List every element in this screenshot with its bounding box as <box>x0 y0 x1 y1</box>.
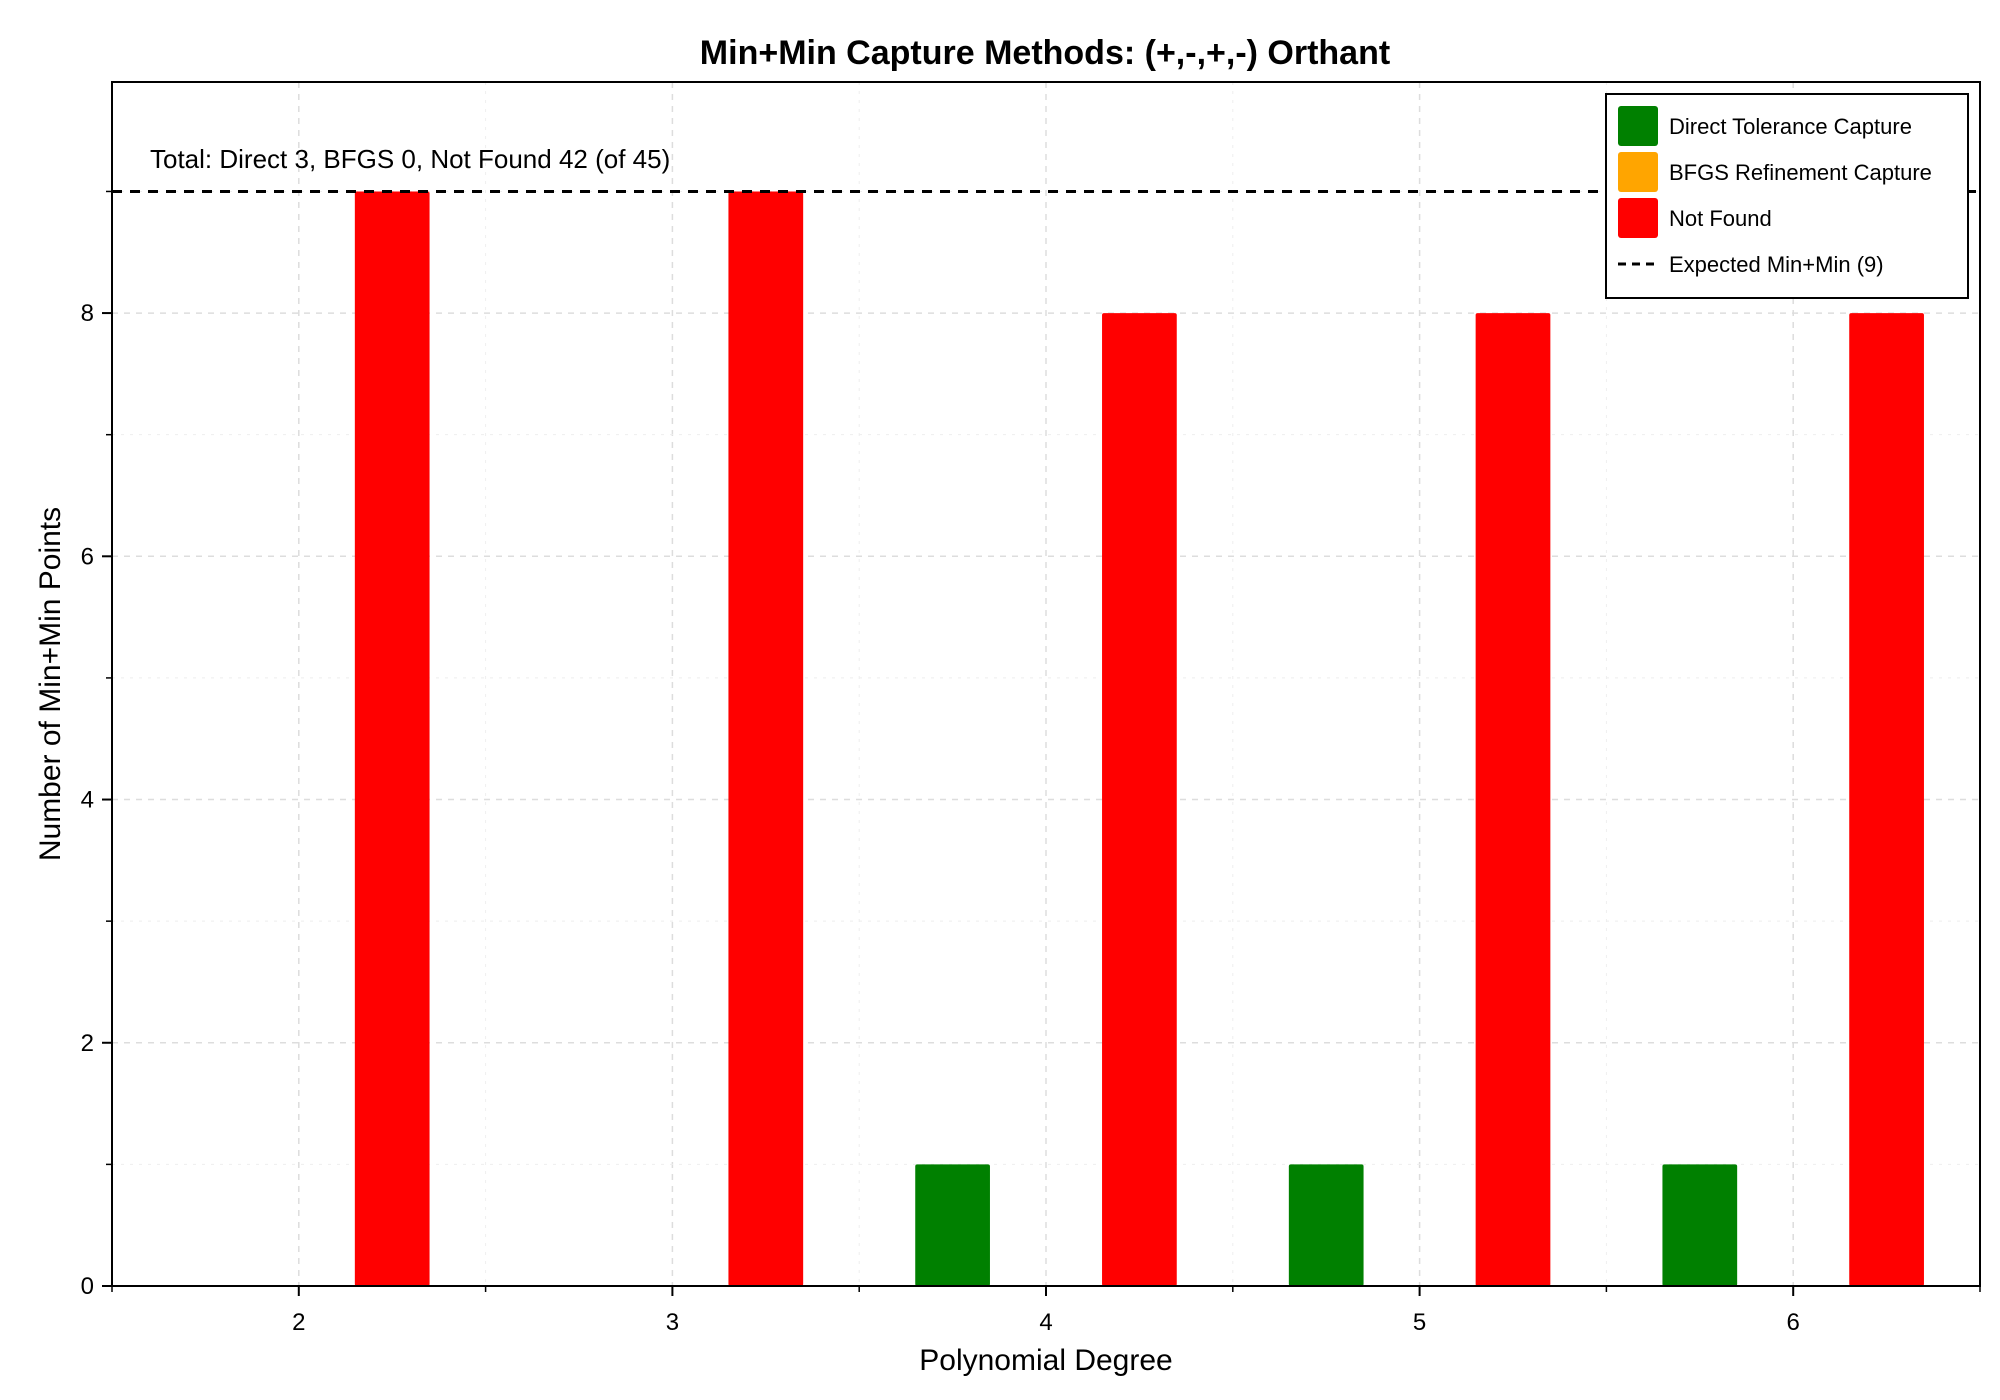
x-tick-label: 3 <box>666 1309 679 1336</box>
y-tick-label: 0 <box>81 1273 94 1300</box>
x-tick-label: 2 <box>292 1309 305 1336</box>
legend-swatch <box>1618 152 1658 192</box>
x-axis-label: Polynomial Degree <box>919 1344 1172 1377</box>
bars <box>354 191 1924 1287</box>
bar-direct-tolerance-capture <box>1662 1164 1738 1286</box>
bar-not-found <box>1475 313 1551 1287</box>
ticks: 2 3 4 5 6 0 2 4 6 8 <box>81 190 1981 1336</box>
legend-label: Expected Min+Min (9) <box>1669 252 1884 277</box>
legend-label: BFGS Refinement Capture <box>1669 160 1932 185</box>
bar-not-found <box>354 191 430 1286</box>
x-tick-label: 4 <box>1039 1309 1052 1336</box>
totals-annotation: Total: Direct 3, BFGS 0, Not Found 42 (o… <box>150 144 670 174</box>
y-tick-label: 8 <box>81 300 94 327</box>
bar-not-found <box>1102 313 1177 1287</box>
chart-title: Min+Min Capture Methods: (+,-,+,-) Ortha… <box>700 34 1390 72</box>
y-tick-label: 2 <box>81 1030 94 1057</box>
y-tick-label: 4 <box>81 787 94 814</box>
legend: Direct Tolerance Capture BFGS Refinement … <box>1605 93 1969 299</box>
y-axis-label: Number of Min+Min Points <box>34 507 67 861</box>
bar-not-found <box>1849 313 1924 1287</box>
bar-direct-tolerance-capture <box>1288 1164 1364 1286</box>
legend-box <box>1605 93 1969 299</box>
legend-label: Not Found <box>1669 206 1772 231</box>
bar-direct-tolerance-capture <box>915 1164 990 1286</box>
bar-not-found <box>728 191 804 1286</box>
x-tick-label: 6 <box>1787 1309 1800 1336</box>
legend-swatch <box>1618 106 1658 146</box>
y-tick-label: 6 <box>81 543 94 570</box>
legend-swatch <box>1618 198 1658 238</box>
legend-label: Direct Tolerance Capture <box>1669 114 1912 139</box>
x-tick-label: 5 <box>1413 1309 1426 1336</box>
